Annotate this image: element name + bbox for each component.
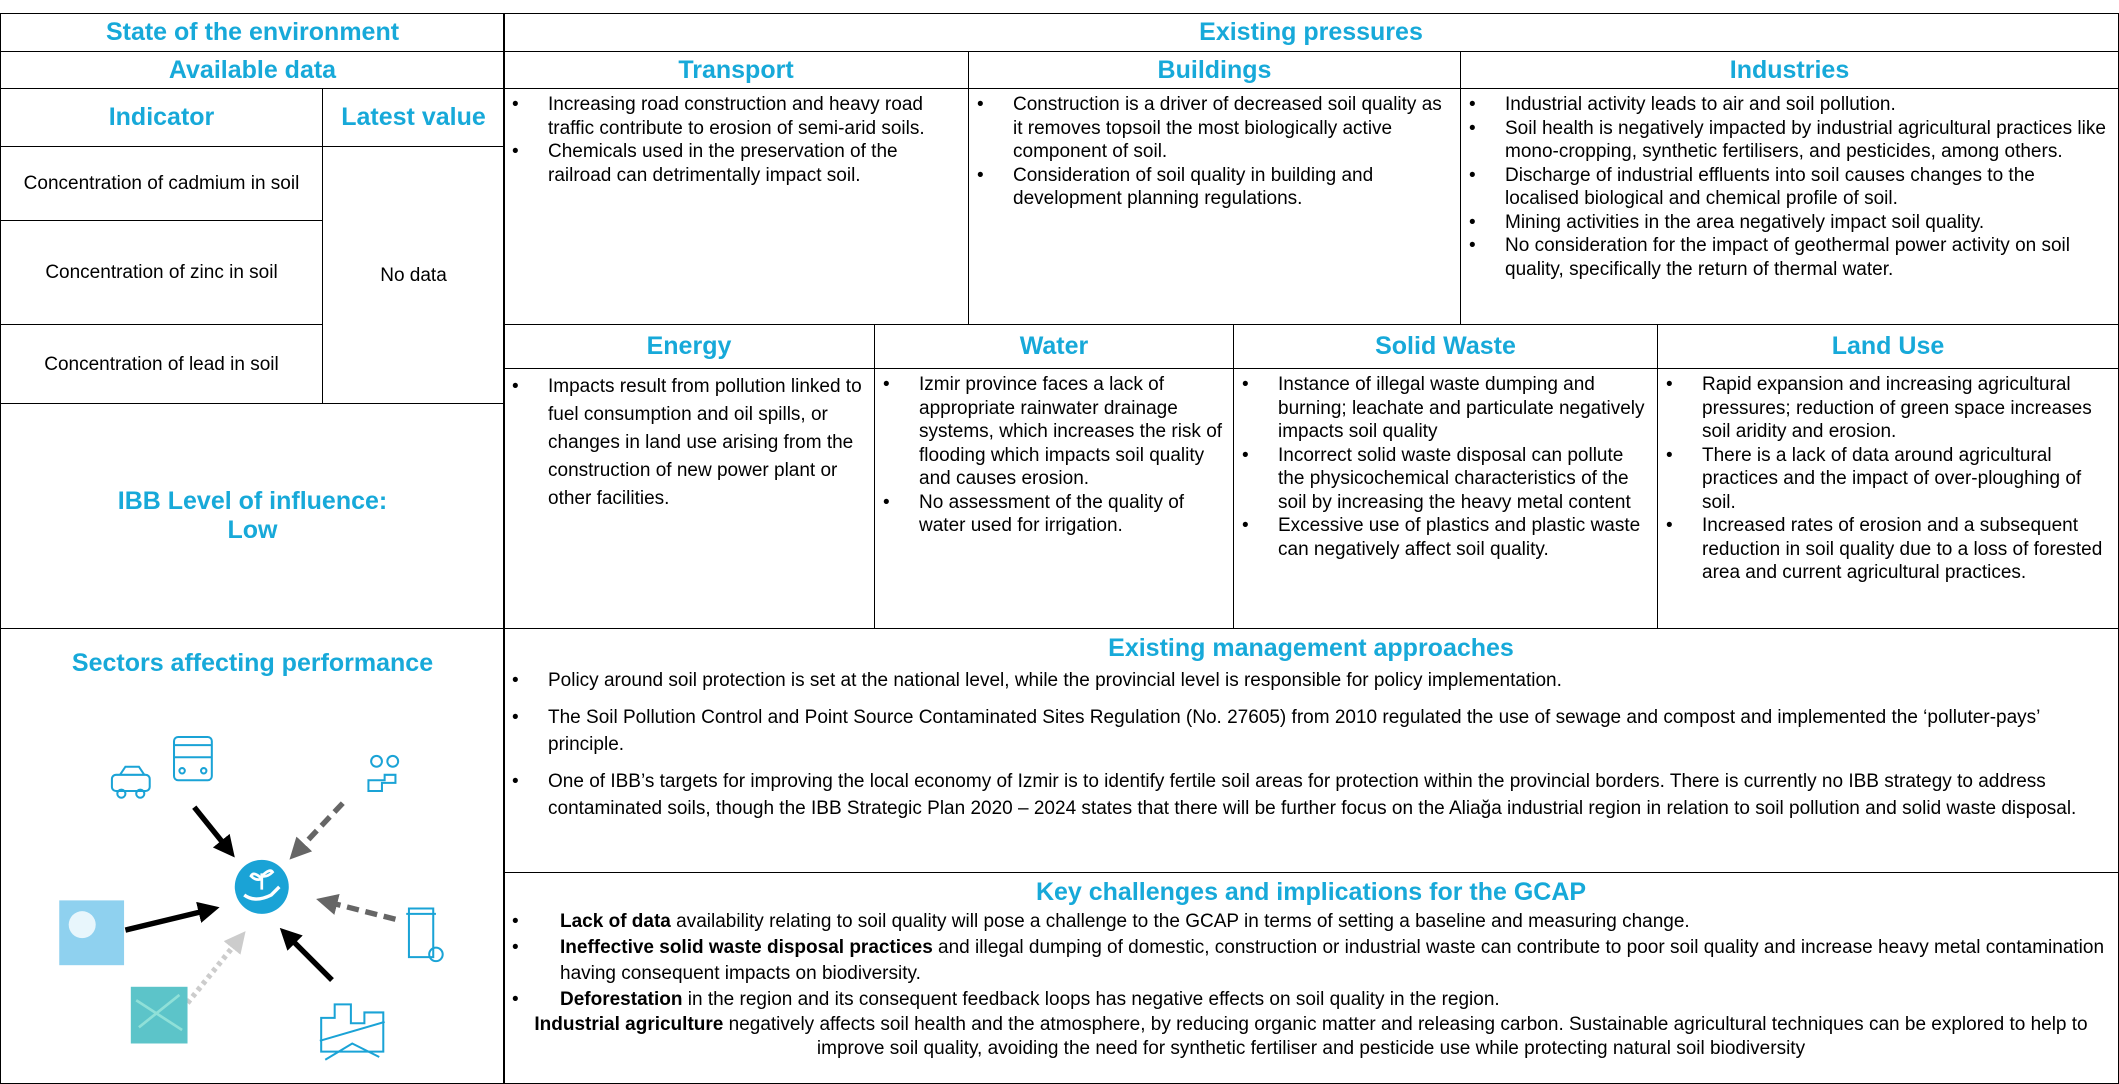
pressure-point: No assessment of the quality of water us…: [875, 491, 1233, 538]
management-cell: Existing management approaches Policy ar…: [503, 628, 2119, 873]
management-point: One of IBB’s targets for improving the l…: [504, 768, 2118, 822]
challenges-list: Lack of data availability relating to so…: [504, 909, 2118, 1013]
challenge-point: Lack of data availability relating to so…: [504, 909, 2118, 935]
challenges-title: Key challenges and implications for the …: [1035, 877, 1587, 906]
pressure-point: Soil health is negatively impacted by in…: [1461, 117, 2118, 164]
sector-pressures: Instance of illegal waste dumping and bu…: [1233, 368, 1658, 629]
text: negatively affects soil health and the a…: [723, 1014, 2088, 1059]
pressure-point: No consideration for the impact of geoth…: [1461, 234, 2118, 281]
influence-cell: IBB Level of influence: Low: [0, 403, 505, 629]
pressure-point: Consideration of soil quality in buildin…: [969, 164, 1460, 211]
pressure-list: Increasing road construction and heavy r…: [504, 93, 968, 187]
section-title: State of the environment: [0, 13, 505, 52]
sector-header: Solid Waste: [1233, 324, 1658, 369]
pressure-point: Excessive use of plastics and plastic wa…: [1234, 514, 1657, 561]
bold-lead: Lack of data: [560, 911, 671, 932]
pressure-list: Izmir province faces a lack of appropria…: [875, 373, 1233, 538]
indicator: Concentration of lead in soil: [0, 324, 323, 404]
pressure-point: Mining activities in the area negatively…: [1461, 211, 2118, 235]
pressure-list: Construction is a driver of decreased so…: [969, 93, 1460, 211]
pressure-point: Increasing road construction and heavy r…: [504, 93, 968, 140]
sector-pressures: Construction is a driver of decreased so…: [968, 88, 1461, 325]
sector-pressures: Increasing road construction and heavy r…: [503, 88, 969, 325]
sector-header: Water: [874, 324, 1234, 369]
text: and illegal dumping of domestic, constru…: [560, 937, 2105, 984]
sectors-title: Sectors affecting performance: [71, 649, 434, 677]
pressure-point: Instance of illegal waste dumping and bu…: [1234, 373, 1657, 444]
bold-lead: Deforestation: [560, 989, 683, 1010]
sector-pressures: Impacts result from pollution linked to …: [503, 368, 875, 629]
column-header: Latest value: [322, 88, 505, 147]
challenges-cell: Key challenges and implications for the …: [503, 872, 2119, 1084]
column-header: Indicator: [0, 88, 323, 147]
pressure-point: Industrial activity leads to air and soi…: [1461, 93, 2118, 117]
pressure-point: Izmir province faces a lack of appropria…: [875, 373, 1233, 491]
pressure-point: Impacts result from pollution linked to …: [504, 373, 874, 513]
challenge-point: Deforestation in the region and its cons…: [504, 987, 2118, 1013]
text: in the region and its consequent feedbac…: [682, 989, 1500, 1010]
sector-header: Transport: [503, 51, 969, 89]
pressure-list: Industrial activity leads to air and soi…: [1461, 93, 2118, 281]
latest-value: No data: [322, 146, 505, 404]
challenge-point: Ineffective solid waste disposal practic…: [504, 935, 2118, 987]
influence-label: IBB Level of influence:: [117, 487, 388, 515]
subsection-title: Available data: [0, 51, 505, 89]
sectors-cell: Sectors affecting performance: [0, 628, 505, 1084]
bold-lead: Ineffective solid waste disposal practic…: [560, 937, 933, 958]
pressure-point: Rapid expansion and increasing agricultu…: [1658, 373, 2118, 444]
sector-header: Energy: [503, 324, 875, 369]
bold-lead: Industrial agriculture: [534, 1014, 724, 1035]
challenge-closing: Industrial agriculture negatively affect…: [504, 1013, 2118, 1061]
pressure-point: Construction is a driver of decreased so…: [969, 93, 1460, 164]
pressure-point: Incorrect solid waste disposal can pollu…: [1234, 444, 1657, 515]
pressure-point: Increased rates of erosion and a subsequ…: [1658, 514, 2118, 585]
sector-header: Industries: [1460, 51, 2119, 89]
pressure-point: There is a lack of data around agricultu…: [1658, 444, 2118, 515]
sector-header: Buildings: [968, 51, 1461, 89]
management-point: Policy around soil protection is set at …: [504, 667, 2118, 694]
indicator: Concentration of cadmium in soil: [0, 146, 323, 221]
management-point: The Soil Pollution Control and Point Sou…: [504, 704, 2118, 758]
management-list: Policy around soil protection is set at …: [504, 667, 2118, 822]
sector-header: Land Use: [1657, 324, 2119, 369]
sector-pressures: Izmir province faces a lack of appropria…: [874, 368, 1234, 629]
pressure-list: Impacts result from pollution linked to …: [504, 373, 874, 513]
sector-pressures: Rapid expansion and increasing agricultu…: [1657, 368, 2119, 629]
indicator: Concentration of zinc in soil: [0, 220, 323, 325]
sectors-diagram: [59, 735, 444, 1061]
pressure-list: Instance of illegal waste dumping and bu…: [1234, 373, 1657, 561]
pressure-point: Chemicals used in the preservation of th…: [504, 140, 968, 187]
pressure-list: Rapid expansion and increasing agricultu…: [1658, 373, 2118, 585]
section-title: Existing pressures: [503, 13, 2119, 52]
influence-level: Low: [227, 516, 278, 544]
sector-pressures: Industrial activity leads to air and soi…: [1460, 88, 2119, 325]
text: availability relating to soil quality wi…: [670, 911, 1690, 932]
management-title: Existing management approaches: [1108, 633, 1514, 662]
pressure-point: Discharge of industrial effluents into s…: [1461, 164, 2118, 211]
